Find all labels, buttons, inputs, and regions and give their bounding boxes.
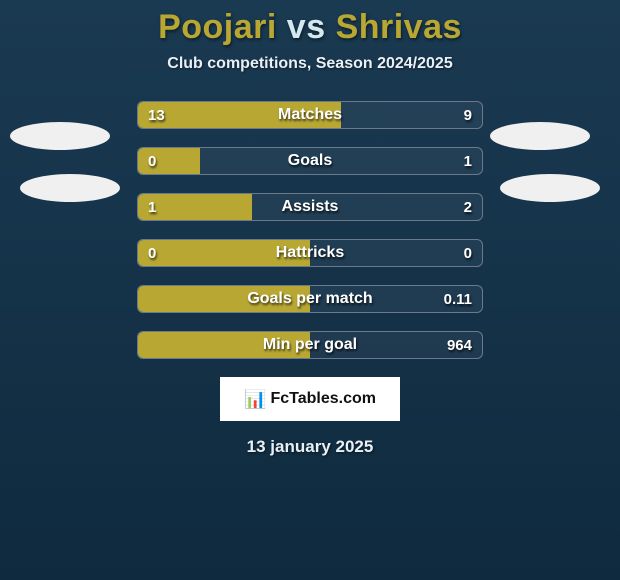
stat-label: Assists bbox=[138, 194, 482, 220]
stat-value-right: 0 bbox=[464, 240, 472, 266]
stat-value-right: 2 bbox=[464, 194, 472, 220]
stat-label: Goals per match bbox=[138, 286, 482, 312]
stat-value-right: 0.11 bbox=[444, 286, 472, 312]
badge-text: FcTables.com bbox=[270, 390, 376, 408]
stat-label: Goals bbox=[138, 148, 482, 174]
stat-row: Assists1 2 bbox=[137, 193, 483, 221]
stat-label: Min per goal bbox=[138, 332, 482, 358]
chart-icon: 📊 bbox=[244, 389, 266, 410]
subtitle: Club competitions, Season 2024/2025 bbox=[0, 55, 620, 73]
stat-value-left: 0 bbox=[148, 240, 156, 266]
stat-row: Hattricks0 0 bbox=[137, 239, 483, 267]
page-title: Poojari vs Shrivas bbox=[0, 8, 620, 47]
stat-row: Goals0 1 bbox=[137, 147, 483, 175]
stat-value-right: 1 bbox=[464, 148, 472, 174]
player1-name: Poojari bbox=[158, 8, 277, 46]
stat-rows: Matches139Goals01Assists12Hattricks00Goa… bbox=[0, 101, 620, 359]
stat-value-left: 1 bbox=[148, 194, 156, 220]
source-badge: 📊 FcTables.com bbox=[220, 377, 400, 421]
stat-row: Goals per match0.11 bbox=[137, 285, 483, 313]
stat-value-left: 0 bbox=[148, 148, 156, 174]
container: Poojari vs Shrivas Club competitions, Se… bbox=[0, 0, 620, 580]
player2-name: Shrivas bbox=[336, 8, 462, 46]
stat-value-right: 9 bbox=[464, 102, 472, 128]
stat-label: Hattricks bbox=[138, 240, 482, 266]
vs-text: vs bbox=[287, 8, 326, 46]
stat-label: Matches bbox=[138, 102, 482, 128]
stat-row: Min per goal964 bbox=[137, 331, 483, 359]
stat-value-left: 13 bbox=[148, 102, 165, 128]
stat-value-right: 964 bbox=[447, 332, 472, 358]
stat-row: Matches13 9 bbox=[137, 101, 483, 129]
date-text: 13 january 2025 bbox=[0, 437, 620, 457]
